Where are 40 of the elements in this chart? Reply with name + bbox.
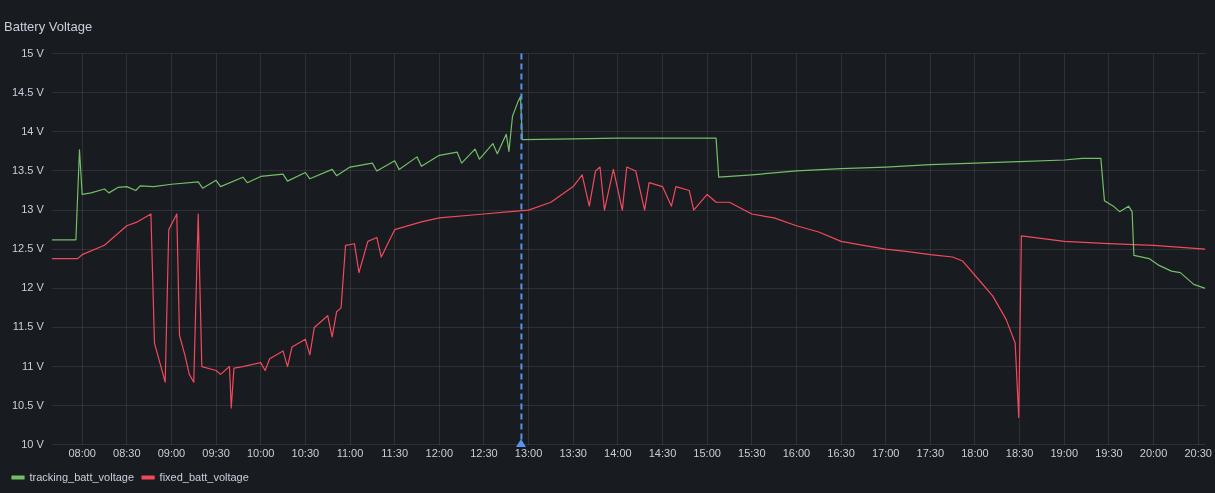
legend-label: fixed_batt_voltage [159,470,249,483]
x-tick-label: 18:00 [961,447,989,460]
x-tick-label: 08:00 [68,447,96,460]
legend-label: tracking_batt_voltage [29,470,135,483]
x-tick-label: 16:00 [782,447,811,460]
x-tick-label: 13:00 [514,447,543,460]
y-tick-label: 10 V [21,437,45,450]
y-tick-label: 12.5 V [11,242,45,255]
x-tick-label: 16:30 [827,447,855,460]
x-tick-label: 19:30 [1095,447,1123,460]
x-tick-label: 09:00 [157,447,186,460]
chart-title: Battery Voltage [4,19,93,35]
y-tick-label: 15 V [21,46,45,59]
x-tick-label: 20:30 [1184,447,1212,460]
x-tick-label: 12:30 [470,447,498,460]
x-tick-label: 17:30 [916,447,945,460]
y-tick-label: 11 V [21,359,45,372]
x-tick-label: 10:30 [291,447,320,460]
y-tick-label: 11.5 V [12,320,45,333]
x-tick-label: 18:30 [1005,447,1034,460]
x-tick-label: 12:00 [425,447,454,460]
x-tick-label: 09:30 [202,447,230,460]
x-tick-label: 13:30 [559,447,587,460]
y-tick-label: 10.5 V [11,398,45,411]
y-tick-label: 12 V [21,281,45,294]
y-tick-label: 13 V [21,203,45,216]
x-tick-label: 10:00 [246,447,275,460]
y-tick-label: 13.5 V [11,163,45,176]
x-tick-label: 14:00 [604,447,632,460]
x-tick-label: 08:30 [113,447,141,460]
x-tick-label: 20:00 [1139,447,1168,460]
x-tick-label: 17:00 [871,447,900,460]
x-tick-label: 14:30 [648,447,677,460]
x-tick-label: 15:30 [738,447,766,460]
x-tick-label: 15:00 [693,447,721,460]
y-tick-label: 14.5 V [11,85,45,98]
x-tick-label: 11:00 [336,447,364,460]
x-tick-label: 11:30 [381,447,409,460]
x-tick-label: 19:00 [1050,447,1079,460]
y-tick-label: 14 V [21,124,45,137]
